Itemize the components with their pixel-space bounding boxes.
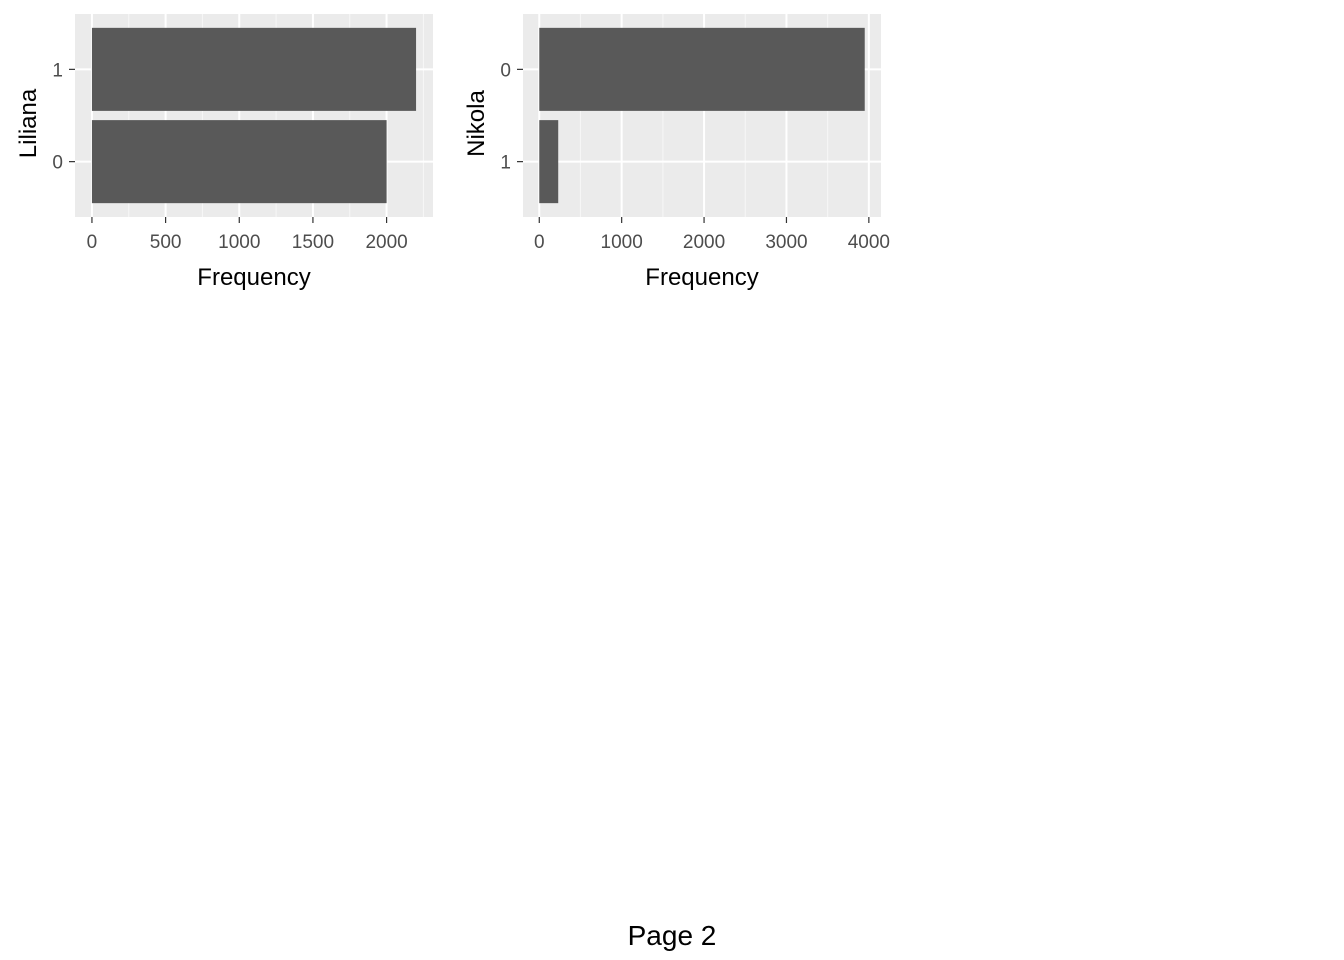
bar-1	[91, 27, 417, 111]
chart-1: 1 0 0 500 1000 1500 2000 Frequency Liliana	[15, 14, 433, 291]
x-tick-label: 500	[150, 232, 182, 253]
y-tick-label: 0	[500, 60, 511, 81]
x-tick-label: 4000	[848, 232, 890, 253]
y-tick-label: 0	[52, 153, 63, 174]
x-tick-label: 2000	[683, 232, 725, 253]
x-tick-label: 1500	[292, 232, 334, 253]
x-tick-label: 1000	[601, 232, 643, 253]
bar-0	[539, 27, 865, 111]
x-tick-label: 2000	[365, 232, 407, 253]
x-tick-label: 0	[87, 232, 98, 253]
chart-2: 0 1 0 1000 2000 3000 4000 Frequency Nikola	[463, 14, 890, 291]
bar-1	[539, 120, 559, 204]
y-tick-label: 1	[500, 153, 511, 174]
x-axis-title: Frequency	[645, 264, 758, 291]
x-tick-label: 0	[534, 232, 545, 253]
x-tick-label: 3000	[765, 232, 807, 253]
x-axis-title: Frequency	[197, 264, 310, 291]
bar-0	[91, 120, 387, 204]
page-number: Page 2	[627, 920, 717, 951]
y-tick-label: 1	[52, 60, 63, 81]
y-axis-title: Nikola	[463, 90, 490, 157]
x-tick-label: 1000	[218, 232, 260, 253]
y-axis-title: Liliana	[15, 88, 42, 158]
